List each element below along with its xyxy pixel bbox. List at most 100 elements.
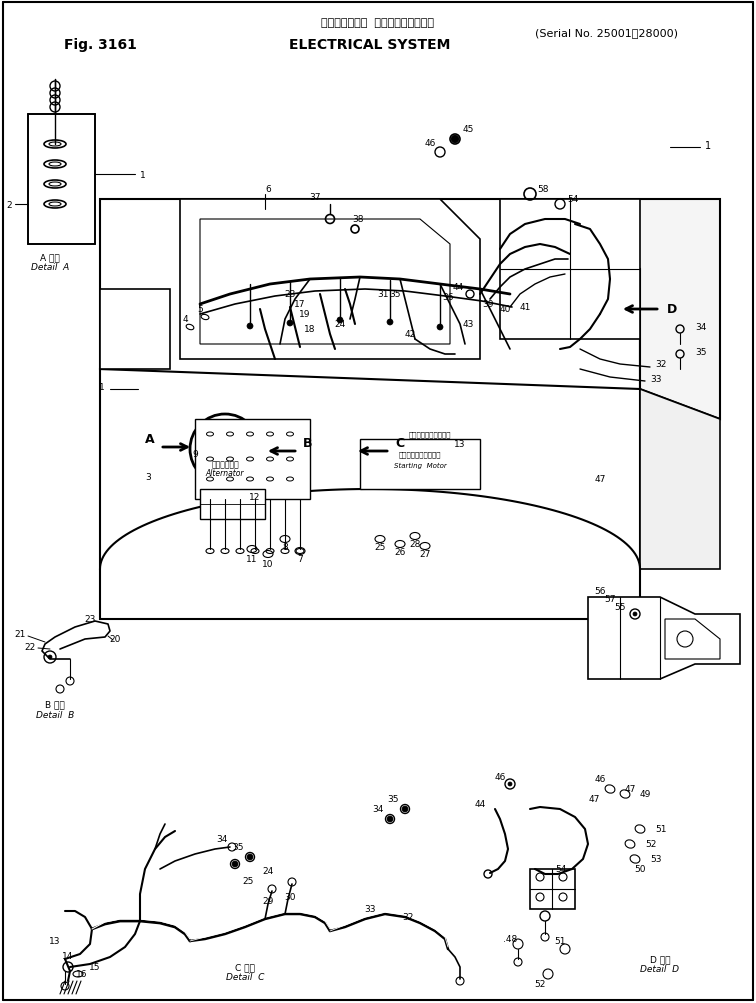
Text: 6: 6 (265, 186, 271, 195)
Text: 46: 46 (594, 774, 606, 783)
Text: 38: 38 (352, 216, 364, 225)
Circle shape (451, 135, 459, 143)
Text: 17: 17 (294, 300, 305, 309)
Polygon shape (100, 489, 640, 620)
Text: 3: 3 (145, 473, 151, 482)
Text: 51: 51 (554, 937, 565, 946)
Text: エレクトリカル  システム（適用号機: エレクトリカル システム（適用号機 (321, 18, 435, 28)
Text: Starting  Motor: Starting Motor (394, 462, 446, 468)
Text: 2: 2 (6, 201, 12, 210)
Text: 27: 27 (420, 550, 431, 559)
Text: A: A (145, 433, 155, 446)
Text: 10: 10 (262, 560, 274, 569)
Text: 45: 45 (463, 125, 474, 134)
Circle shape (387, 816, 393, 822)
Text: 31: 31 (377, 290, 389, 299)
Polygon shape (100, 370, 640, 570)
Text: 5: 5 (197, 305, 203, 314)
Text: 41: 41 (519, 303, 531, 312)
Text: 43: 43 (463, 320, 474, 329)
Text: 11: 11 (246, 555, 258, 564)
Text: D: D (667, 303, 677, 316)
Text: 33: 33 (364, 905, 376, 914)
Polygon shape (200, 220, 450, 345)
Text: 35: 35 (232, 843, 243, 852)
Text: 25: 25 (374, 543, 386, 552)
Polygon shape (100, 290, 170, 370)
Text: 30: 30 (284, 893, 296, 902)
Circle shape (677, 631, 693, 647)
Polygon shape (640, 389, 720, 570)
Text: 19: 19 (299, 310, 311, 319)
Text: 23: 23 (284, 290, 296, 299)
Circle shape (508, 782, 512, 786)
Text: 50: 50 (634, 865, 646, 874)
Circle shape (402, 806, 408, 812)
Text: 20: 20 (110, 635, 121, 644)
Polygon shape (200, 489, 265, 520)
Text: 44: 44 (452, 283, 463, 292)
Text: 37: 37 (309, 194, 321, 203)
Text: 39: 39 (482, 300, 494, 309)
Text: D 詳細: D 詳細 (649, 955, 671, 964)
Polygon shape (588, 598, 740, 679)
Polygon shape (665, 620, 720, 659)
Text: 32: 32 (402, 913, 414, 922)
Text: Detail  B: Detail B (36, 711, 74, 720)
Text: 25: 25 (243, 877, 254, 886)
Text: 18: 18 (304, 325, 316, 334)
Text: 54: 54 (556, 865, 567, 874)
Text: 52: 52 (645, 840, 656, 849)
Text: 47: 47 (594, 475, 606, 484)
Circle shape (247, 855, 253, 861)
Text: 46: 46 (494, 772, 506, 781)
Polygon shape (500, 200, 640, 340)
Text: 28: 28 (409, 540, 420, 549)
Text: 29: 29 (262, 897, 274, 906)
Text: 16: 16 (76, 970, 88, 979)
Circle shape (232, 862, 238, 868)
Text: 58: 58 (538, 186, 549, 195)
Polygon shape (180, 200, 480, 360)
Text: 24: 24 (334, 320, 345, 329)
Text: 24: 24 (262, 867, 274, 876)
Text: 13: 13 (454, 440, 466, 449)
Text: 54: 54 (567, 196, 578, 205)
Text: 32: 32 (655, 360, 666, 369)
Polygon shape (560, 200, 720, 419)
Circle shape (387, 320, 393, 326)
Text: 23: 23 (85, 615, 96, 624)
Circle shape (217, 441, 233, 457)
Polygon shape (530, 870, 575, 909)
Polygon shape (100, 200, 640, 389)
Text: 35: 35 (387, 794, 398, 803)
Text: Fig. 3161: Fig. 3161 (64, 38, 136, 52)
Circle shape (48, 655, 52, 659)
Text: C 詳細: C 詳細 (235, 963, 255, 972)
Text: 34: 34 (695, 323, 706, 332)
Text: 34: 34 (372, 804, 384, 813)
Text: C: C (395, 437, 404, 450)
Text: 56: 56 (594, 587, 606, 596)
Text: 40: 40 (499, 305, 511, 314)
Circle shape (287, 321, 293, 327)
Text: A 詳細: A 詳細 (40, 253, 60, 262)
Text: 42: 42 (404, 330, 416, 339)
Circle shape (200, 424, 250, 474)
Text: 8: 8 (282, 543, 288, 552)
Text: 26: 26 (395, 548, 406, 557)
Text: Detail  D: Detail D (640, 965, 680, 974)
Text: 1: 1 (99, 383, 105, 392)
Circle shape (437, 325, 443, 331)
Text: 1: 1 (705, 140, 711, 150)
Text: スターティングモータ: スターティングモータ (398, 451, 442, 457)
Text: 34: 34 (216, 834, 228, 844)
Text: 49: 49 (640, 789, 652, 798)
Text: Alternator: Alternator (206, 469, 244, 478)
Text: 44: 44 (474, 799, 485, 808)
Text: 47: 47 (625, 784, 637, 793)
Text: 1: 1 (140, 171, 146, 180)
Polygon shape (360, 439, 480, 489)
Text: 47: 47 (588, 794, 600, 803)
Text: (Serial No. 25001～28000): (Serial No. 25001～28000) (535, 28, 678, 38)
